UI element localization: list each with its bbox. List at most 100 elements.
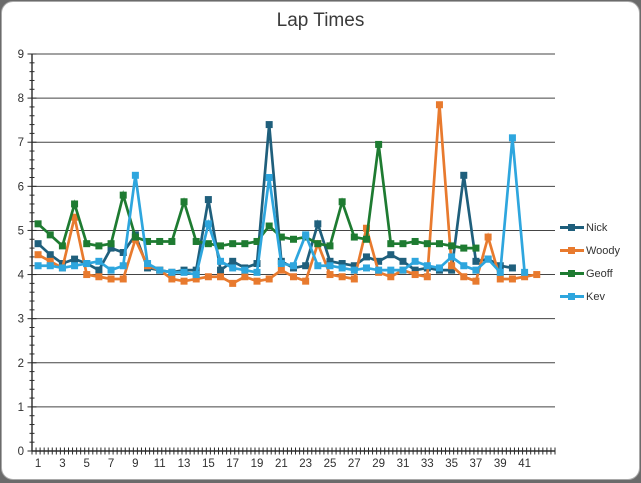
marker-geoff	[448, 242, 456, 250]
legend-swatch-icon	[560, 292, 584, 301]
marker-geoff	[435, 240, 443, 248]
marker-kev	[375, 266, 383, 274]
marker-kev	[326, 262, 334, 270]
marker-nick	[265, 121, 273, 129]
marker-kev	[448, 253, 456, 261]
svg-text:5: 5	[18, 225, 24, 237]
marker-kev	[362, 264, 370, 272]
marker-geoff	[411, 237, 419, 245]
legend-swatch-icon	[560, 269, 584, 278]
marker-geoff	[253, 237, 261, 245]
marker-woody	[192, 275, 200, 283]
marker-nick	[448, 266, 456, 274]
marker-nick	[71, 255, 79, 263]
marker-kev	[83, 260, 91, 268]
marker-woody	[241, 273, 249, 281]
marker-geoff	[217, 242, 225, 250]
marker-woody	[34, 251, 42, 259]
marker-woody	[423, 273, 431, 281]
svg-text:7: 7	[18, 137, 24, 149]
marker-kev	[290, 262, 297, 270]
marker-woody	[253, 277, 261, 285]
marker-nick	[350, 262, 358, 270]
marker-geoff	[107, 240, 115, 248]
marker-woody	[472, 277, 480, 285]
marker-kev	[71, 262, 79, 270]
marker-kev	[144, 260, 152, 268]
marker-kev	[277, 260, 285, 268]
marker-woody	[290, 273, 297, 281]
marker-kev	[217, 257, 225, 265]
marker-kev	[387, 266, 395, 274]
legend: Nick Woody Geoff Kev	[560, 216, 640, 308]
svg-text:0: 0	[18, 446, 24, 458]
svg-text:1: 1	[35, 458, 41, 470]
marker-woody	[338, 273, 346, 281]
marker-woody	[326, 271, 334, 279]
marker-woody	[265, 275, 273, 283]
marker-kev	[472, 266, 480, 274]
marker-nick	[460, 171, 468, 179]
svg-text:6: 6	[18, 181, 24, 193]
marker-geoff	[241, 240, 249, 248]
marker-geoff	[131, 233, 139, 241]
marker-geoff	[265, 222, 273, 230]
marker-kev	[192, 271, 200, 279]
marker-kev	[204, 220, 212, 228]
marker-geoff	[350, 233, 358, 241]
marker-kev	[58, 264, 66, 272]
marker-woody	[448, 262, 456, 270]
svg-text:27: 27	[348, 458, 361, 470]
legend-item-nick: Nick	[560, 216, 640, 239]
legend-item-geoff: Geoff	[560, 262, 640, 285]
marker-geoff	[95, 242, 103, 250]
marker-nick	[399, 257, 407, 265]
marker-geoff	[472, 244, 480, 252]
svg-text:15: 15	[202, 458, 215, 470]
marker-geoff	[180, 198, 188, 206]
marker-woody	[204, 273, 212, 281]
y-axis-ticks	[27, 53, 37, 452]
marker-nick	[326, 257, 334, 265]
marker-nick	[204, 196, 212, 204]
svg-text:23: 23	[299, 458, 312, 470]
marker-woody	[217, 273, 225, 281]
svg-text:41: 41	[518, 458, 531, 470]
marker-woody	[229, 279, 237, 287]
marker-geoff	[375, 140, 383, 148]
marker-woody	[46, 257, 54, 265]
marker-geoff	[168, 237, 176, 245]
marker-geoff	[423, 240, 431, 248]
marker-nick	[411, 266, 419, 274]
marker-kev	[484, 255, 492, 263]
marker-woody	[350, 275, 358, 283]
marker-kev	[496, 268, 504, 276]
legend-item-woody: Woody	[560, 239, 640, 262]
svg-text:1: 1	[18, 402, 24, 414]
marker-woody	[508, 275, 516, 283]
marker-geoff	[58, 242, 66, 250]
series-woody	[34, 101, 541, 287]
marker-kev	[34, 262, 42, 270]
axes	[31, 54, 555, 452]
marker-geoff	[83, 240, 91, 248]
marker-woody	[496, 275, 504, 283]
marker-geoff	[399, 240, 407, 248]
marker-kev	[131, 171, 139, 179]
marker-woody	[107, 275, 115, 283]
marker-kev	[265, 174, 273, 182]
svg-text:25: 25	[324, 458, 337, 470]
marker-woody	[533, 271, 541, 279]
marker-nick	[34, 240, 42, 248]
marker-kev	[423, 262, 431, 270]
marker-geoff	[229, 240, 237, 248]
marker-kev	[460, 262, 468, 270]
marker-nick	[46, 251, 54, 259]
svg-text:3: 3	[18, 314, 24, 326]
svg-text:33: 33	[421, 458, 434, 470]
legend-label: Nick	[586, 221, 608, 234]
marker-geoff	[277, 233, 285, 241]
svg-text:9: 9	[132, 458, 138, 470]
svg-text:17: 17	[226, 458, 239, 470]
